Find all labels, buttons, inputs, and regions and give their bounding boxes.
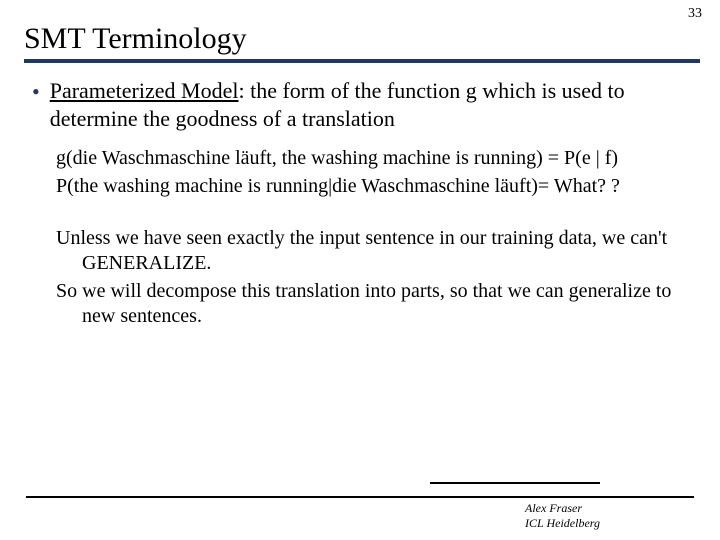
example-line: So we will decompose this translation in… xyxy=(56,279,682,329)
slide: 33 SMT Terminology • Parameterized Model… xyxy=(0,0,720,540)
example-line: g(die Waschmaschine läuft, the washing m… xyxy=(56,146,682,171)
slide-title: SMT Terminology xyxy=(24,22,700,55)
example-block-1: g(die Waschmaschine läuft, the washing m… xyxy=(32,140,688,199)
slide-body: • Parameterized Model: the form of the f… xyxy=(0,63,720,329)
example-block-2: Unless we have seen exactly the input se… xyxy=(32,220,688,329)
footer-author: Alex Fraser xyxy=(525,501,600,515)
page-number: 33 xyxy=(688,6,702,22)
footer-divider-short xyxy=(430,482,600,484)
example-line: Unless we have seen exactly the input se… xyxy=(56,226,682,276)
footer-affiliation: ICL Heidelberg xyxy=(525,516,600,530)
bullet-text: Parameterized Model: the form of the fun… xyxy=(50,77,688,132)
spacer xyxy=(32,202,688,220)
footer-divider xyxy=(26,496,694,498)
term-underline: Parameterized Model xyxy=(50,78,239,103)
bullet-marker: • xyxy=(32,77,40,105)
footer-credit: Alex Fraser ICL Heidelberg xyxy=(525,501,600,530)
example-line: P(the washing machine is running|die Was… xyxy=(56,174,682,199)
bullet-item: • Parameterized Model: the form of the f… xyxy=(32,77,688,132)
title-wrap: SMT Terminology xyxy=(0,0,720,55)
